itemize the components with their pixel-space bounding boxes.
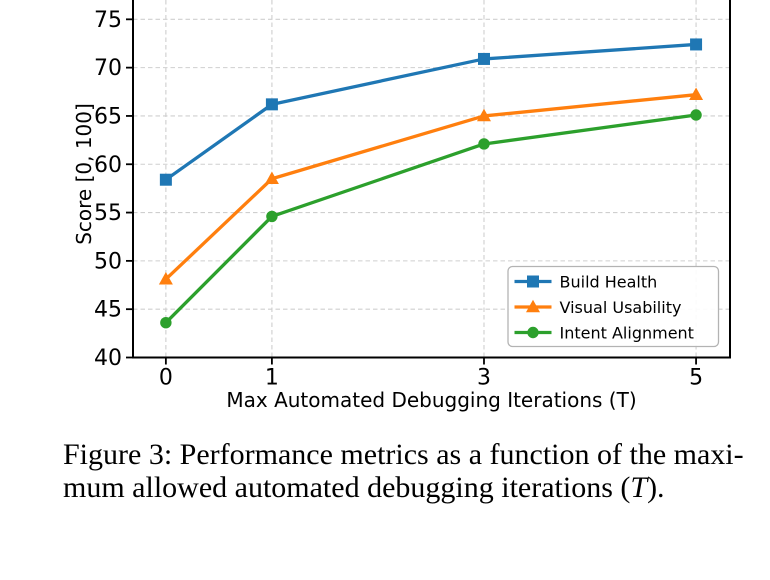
data-point-intent-alignment — [160, 317, 172, 329]
caption-line-1: Figure 3: Performance metrics as a funct… — [63, 438, 744, 471]
legend-marker-triangle — [526, 299, 540, 313]
y-tick-label: 65 — [94, 104, 122, 129]
y-tick-label: 45 — [94, 298, 122, 323]
caption-line-2-text: mum allowed automated debugging iteratio… — [63, 471, 631, 504]
y-tick-label: 40 — [94, 346, 122, 371]
series-group — [158, 38, 704, 329]
y-tick-label: 75 — [94, 8, 122, 33]
legend-box — [507, 265, 720, 348]
grid — [133, 0, 730, 358]
data-point-build-health — [265, 98, 278, 111]
data-point-visual-usability — [476, 108, 491, 122]
caption-variable-t: T — [630, 471, 648, 504]
data-point-build-health — [690, 38, 703, 51]
y-tick-label: 50 — [94, 249, 122, 274]
x-tick-label: 1 — [265, 366, 279, 391]
data-point-visual-usability — [158, 272, 173, 285]
series-line-intent-alignment — [164, 113, 697, 324]
series-line-visual-usability — [164, 93, 697, 281]
legend-item-build-health: Build Health — [514, 272, 658, 291]
x-tick-label: 5 — [689, 366, 703, 391]
x-tick-label: 3 — [477, 366, 491, 391]
figure-caption: Figure 3: Performance metrics as a funct… — [63, 438, 744, 504]
legend-item-intent-alignment: Intent Alignment — [514, 323, 694, 342]
legend-marker-circle — [527, 326, 539, 339]
data-point-build-health — [477, 52, 490, 65]
legend-label-visual-usability: Visual Usability — [560, 298, 682, 317]
data-point-build-health — [159, 173, 172, 186]
y-axis-label: Score [0, 100] — [72, 103, 96, 245]
legend-label-intent-alignment: Intent Alignment — [560, 323, 694, 342]
caption-line-2-end: ). — [647, 471, 665, 504]
series-line-build-health — [164, 42, 697, 182]
x-axis-label: Max Automated Debugging Iterations (T) — [226, 388, 636, 412]
data-point-intent-alignment — [266, 210, 278, 223]
y-tick-label: 60 — [94, 153, 122, 178]
caption-line-2: mum allowed automated debugging iteratio… — [63, 471, 744, 504]
y-tick-label: 55 — [94, 201, 122, 226]
legend: Build Health Visual Usability Intent Align… — [507, 265, 720, 348]
legend-label-build-health: Build Health — [560, 272, 658, 291]
x-tick-label: 0 — [159, 366, 173, 391]
data-point-intent-alignment — [690, 109, 702, 121]
data-point-visual-usability — [264, 171, 279, 185]
data-point-intent-alignment — [478, 138, 490, 150]
y-tick-label: 70 — [94, 56, 122, 81]
legend-marker-square — [527, 275, 539, 288]
data-point-visual-usability — [689, 87, 704, 100]
axes-spines — [132, 0, 731, 359]
legend-item-visual-usability: Visual Usability — [514, 298, 682, 317]
